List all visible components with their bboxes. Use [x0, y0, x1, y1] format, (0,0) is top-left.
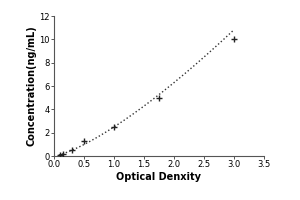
- X-axis label: Optical Denxity: Optical Denxity: [116, 172, 202, 182]
- Y-axis label: Concentration(ng/mL): Concentration(ng/mL): [27, 26, 37, 146]
